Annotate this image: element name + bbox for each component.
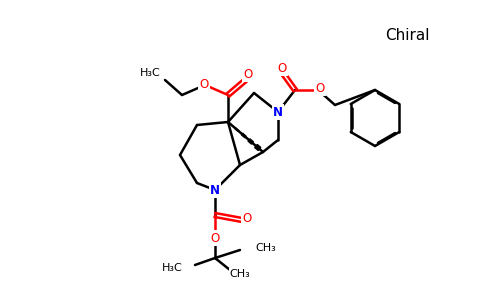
Text: O: O xyxy=(316,82,325,94)
Text: O: O xyxy=(242,212,252,226)
Text: O: O xyxy=(243,68,253,80)
Text: N: N xyxy=(273,106,283,118)
Text: H₃C: H₃C xyxy=(140,68,161,78)
Text: O: O xyxy=(277,61,287,74)
Polygon shape xyxy=(255,145,261,151)
Text: H₃C: H₃C xyxy=(162,263,183,273)
Text: CH₃: CH₃ xyxy=(229,269,250,279)
Text: CH₃: CH₃ xyxy=(255,243,276,253)
Text: Chiral: Chiral xyxy=(385,28,430,43)
Polygon shape xyxy=(228,122,231,125)
Polygon shape xyxy=(242,133,246,138)
Text: O: O xyxy=(199,79,209,92)
Text: N: N xyxy=(210,184,220,196)
Text: O: O xyxy=(211,232,220,244)
Polygon shape xyxy=(248,139,254,144)
Polygon shape xyxy=(235,128,239,131)
